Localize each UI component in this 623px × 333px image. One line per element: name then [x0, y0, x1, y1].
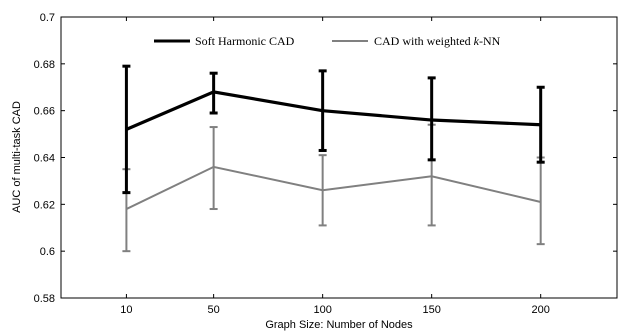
legend-label-weighted-knn: CAD with weighted k-NN	[374, 34, 501, 48]
data-point	[540, 124, 542, 126]
data-point	[213, 166, 215, 168]
plot-area	[60, 16, 618, 299]
legend-label-rest: -NN	[479, 34, 501, 48]
series-layer	[122, 64, 545, 253]
legend-label-soft-harmonic: Soft Harmonic CAD	[195, 34, 295, 48]
data-point	[540, 201, 542, 203]
series-0	[122, 64, 545, 195]
data-point	[322, 110, 324, 112]
x-tick-labels: 10 50 100 150 200	[120, 304, 550, 316]
x-tick-label: 100	[313, 304, 331, 316]
data-point	[213, 91, 215, 93]
y-tick-label: 0.6	[40, 246, 55, 258]
x-tick-label: 50	[208, 304, 220, 316]
legend: Soft Harmonic CAD CAD with weighted k-NN	[154, 34, 501, 48]
y-tick-label: 0.62	[34, 199, 55, 211]
data-point	[125, 128, 127, 130]
legend-label-k: k	[474, 34, 480, 48]
y-tick-label: 0.64	[34, 153, 55, 165]
data-point	[322, 189, 324, 191]
x-tick-label: 150	[422, 304, 440, 316]
y-tick-label: 0.66	[34, 106, 55, 118]
y-tick-label: 0.58	[34, 293, 55, 305]
x-tick-label: 200	[532, 304, 550, 316]
x-axis-label: Graph Size: Number of Nodes	[265, 319, 413, 331]
data-point	[125, 208, 127, 210]
y-tick-label: 0.68	[34, 59, 55, 71]
y-axis-label: AUC of multi-task CAD	[11, 101, 23, 213]
tick-marks	[61, 16, 617, 299]
data-point	[431, 175, 433, 177]
x-tick-label: 10	[120, 304, 132, 316]
data-point	[431, 119, 433, 121]
y-tick-labels: 0.58 0.6 0.62 0.64 0.66 0.68 0.7	[34, 12, 55, 305]
series-1	[122, 123, 545, 253]
legend-label-weighted-knn-text: CAD with weighted	[374, 34, 474, 48]
y-tick-label: 0.7	[40, 12, 55, 24]
